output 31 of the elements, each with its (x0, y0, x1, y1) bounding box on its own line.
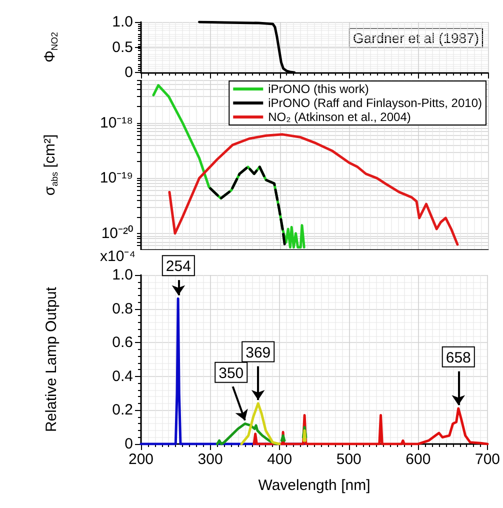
y-tick-label: 0.8 (112, 300, 133, 318)
legend-label: NO₂ (Atkinson et al., 2004) (268, 110, 411, 124)
x-tick-label: 600 (406, 451, 431, 468)
annotation: Gardner et al (1987) (352, 30, 480, 46)
legend-label: iPrONO (Raff and Finlayson-Pitts, 2010) (268, 96, 482, 110)
y-tick-label: 10⁻¹⁸ (100, 114, 133, 132)
y-tick-label: 0.4 (112, 368, 133, 385)
y-tick-label: 1.0 (112, 266, 133, 284)
annotation: 350 (218, 364, 244, 382)
text: x10⁻⁴ (100, 248, 136, 265)
y-tick-label: 0 (124, 64, 133, 81)
y-tick-label: 1.0 (112, 14, 133, 30)
y-axis-title: ΦNO2 (42, 32, 60, 62)
legend-label: iPrONO (this work) (268, 82, 369, 96)
x-tick-label: 300 (198, 451, 223, 468)
x-axis-title: Wavelength [nm] (258, 477, 370, 494)
annotation: 254 (166, 258, 191, 276)
annotation: 369 (246, 344, 271, 362)
y-tick-label: 0.6 (112, 334, 133, 352)
y-tick-label: 0.5 (112, 38, 133, 56)
y-tick-label: 10⁻²⁰ (101, 224, 133, 242)
x-tick-label: 200 (128, 451, 154, 468)
y-axis-title: Relative Lamp Output (43, 286, 60, 432)
x-tick-label: 400 (267, 451, 292, 468)
annotation: 658 (446, 349, 471, 366)
y-tick-label: 0 (124, 436, 133, 452)
y-tick-label: 0.2 (112, 402, 133, 419)
y-axis-title: σabs [cm²] (42, 134, 60, 196)
y-tick-label: 10⁻¹⁹ (100, 170, 133, 187)
x-tick-label: 700 (474, 451, 500, 468)
x-tick-label: 500 (336, 451, 362, 468)
